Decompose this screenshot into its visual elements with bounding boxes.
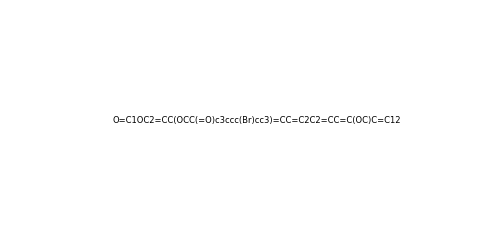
Text: O=C1OC2=CC(OCC(=O)c3ccc(Br)cc3)=CC=C2C2=CC=C(OC)C=C12: O=C1OC2=CC(OCC(=O)c3ccc(Br)cc3)=CC=C2C2=… — [113, 116, 401, 125]
